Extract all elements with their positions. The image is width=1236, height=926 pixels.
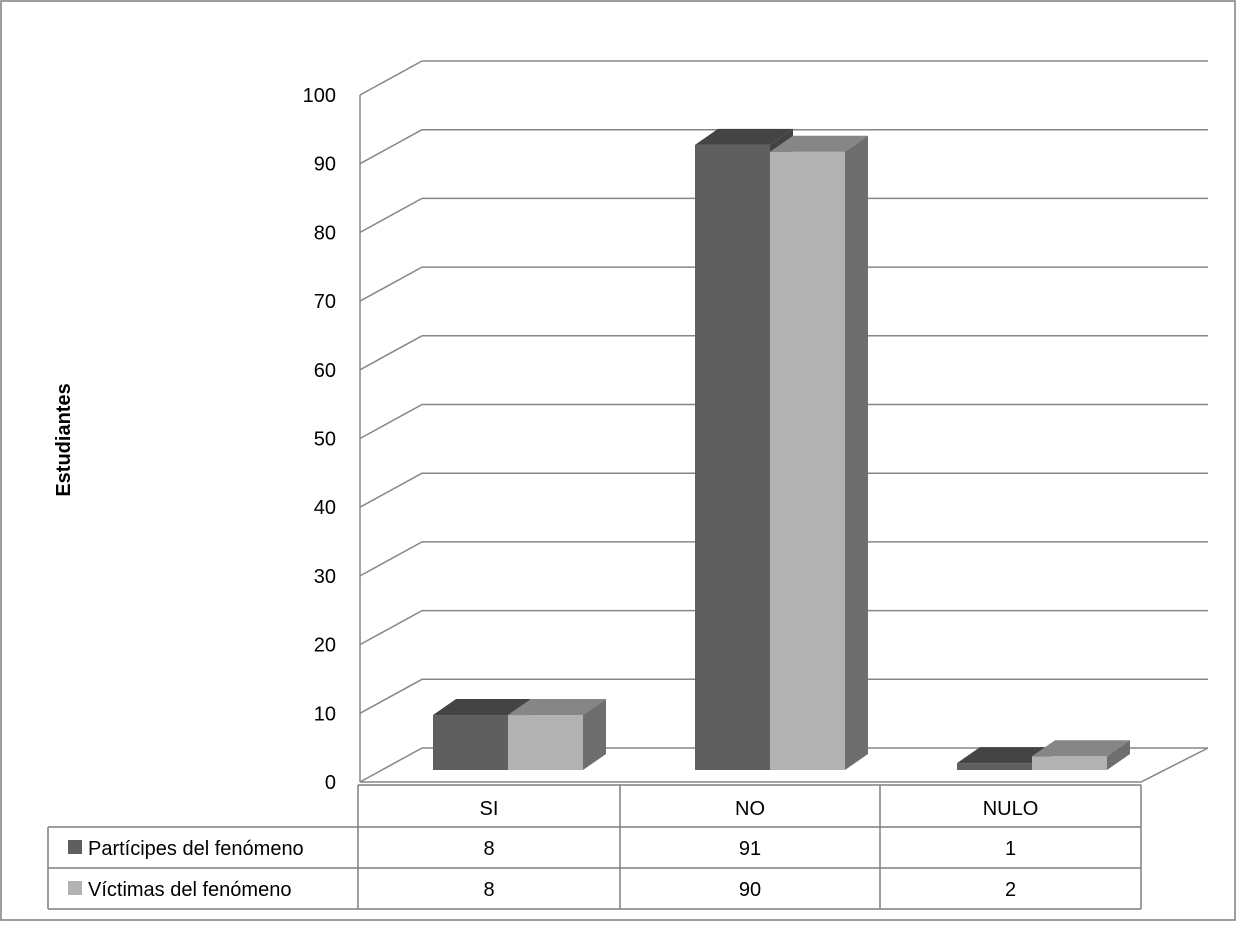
side-gridline	[359, 609, 423, 646]
bar-front	[508, 715, 583, 770]
data-table: SI NO NULO Partícipes del fenómeno 8 91 1 Vícti…	[47, 784, 1142, 910]
bar-top	[957, 747, 1055, 764]
side-gridline	[359, 335, 423, 371]
y-axis-label: Estudiantes	[53, 383, 75, 496]
data-label: 1	[1005, 838, 1016, 860]
y-tick-label: 100	[303, 85, 336, 107]
y-axis: 0 10 20 30 40 50 60 70 80 90 100	[303, 85, 336, 794]
bar-top	[695, 128, 793, 145]
legend-swatch	[68, 881, 82, 895]
y-tick-label: 20	[314, 635, 336, 657]
side-gridline	[359, 678, 423, 714]
bar-front	[770, 151, 845, 770]
bar-front	[957, 763, 1032, 770]
x-tick-label: NO	[735, 798, 765, 820]
side-gridline	[359, 541, 423, 577]
y-tick-label: 50	[314, 429, 336, 451]
data-label: 90	[739, 879, 761, 901]
bar-top	[433, 699, 531, 716]
data-label: 91	[739, 838, 761, 860]
floor-edge	[360, 747, 1209, 783]
bar-front	[1032, 756, 1107, 770]
bar-side	[583, 699, 606, 770]
data-label: 8	[483, 879, 494, 901]
y-tick-label: 60	[314, 360, 336, 382]
side-gridline	[359, 197, 423, 234]
y-tick-label: 80	[314, 222, 336, 244]
bars	[433, 128, 1130, 770]
bar-side	[845, 135, 868, 770]
side-gridline	[359, 472, 423, 508]
bar-front	[433, 715, 508, 770]
y-tick-label: 30	[314, 566, 336, 588]
legend-label: Víctimas del fenómeno	[88, 879, 291, 901]
x-tick-label: SI	[480, 798, 499, 820]
legend-label: Partícipes del fenómeno	[88, 838, 304, 860]
side-gridline	[359, 129, 423, 165]
data-label: 2	[1005, 879, 1016, 901]
side-gridline	[359, 266, 423, 302]
y-tick-label: 0	[325, 772, 336, 794]
bar-top	[508, 699, 606, 716]
y-tick-label: 90	[314, 154, 336, 176]
y-tick-label: 40	[314, 497, 336, 519]
data-label: 8	[483, 838, 494, 860]
side-gridline	[359, 403, 423, 440]
bar-top	[770, 135, 868, 152]
x-tick-label: NULO	[983, 798, 1039, 820]
bar-side	[1107, 740, 1130, 770]
y-tick-label: 70	[314, 291, 336, 313]
bar-front	[695, 144, 770, 770]
bar-top	[1032, 740, 1130, 757]
side-gridline	[359, 747, 423, 783]
side-gridline	[359, 60, 423, 96]
legend-swatch	[68, 840, 82, 854]
y-tick-label: 10	[314, 703, 336, 725]
